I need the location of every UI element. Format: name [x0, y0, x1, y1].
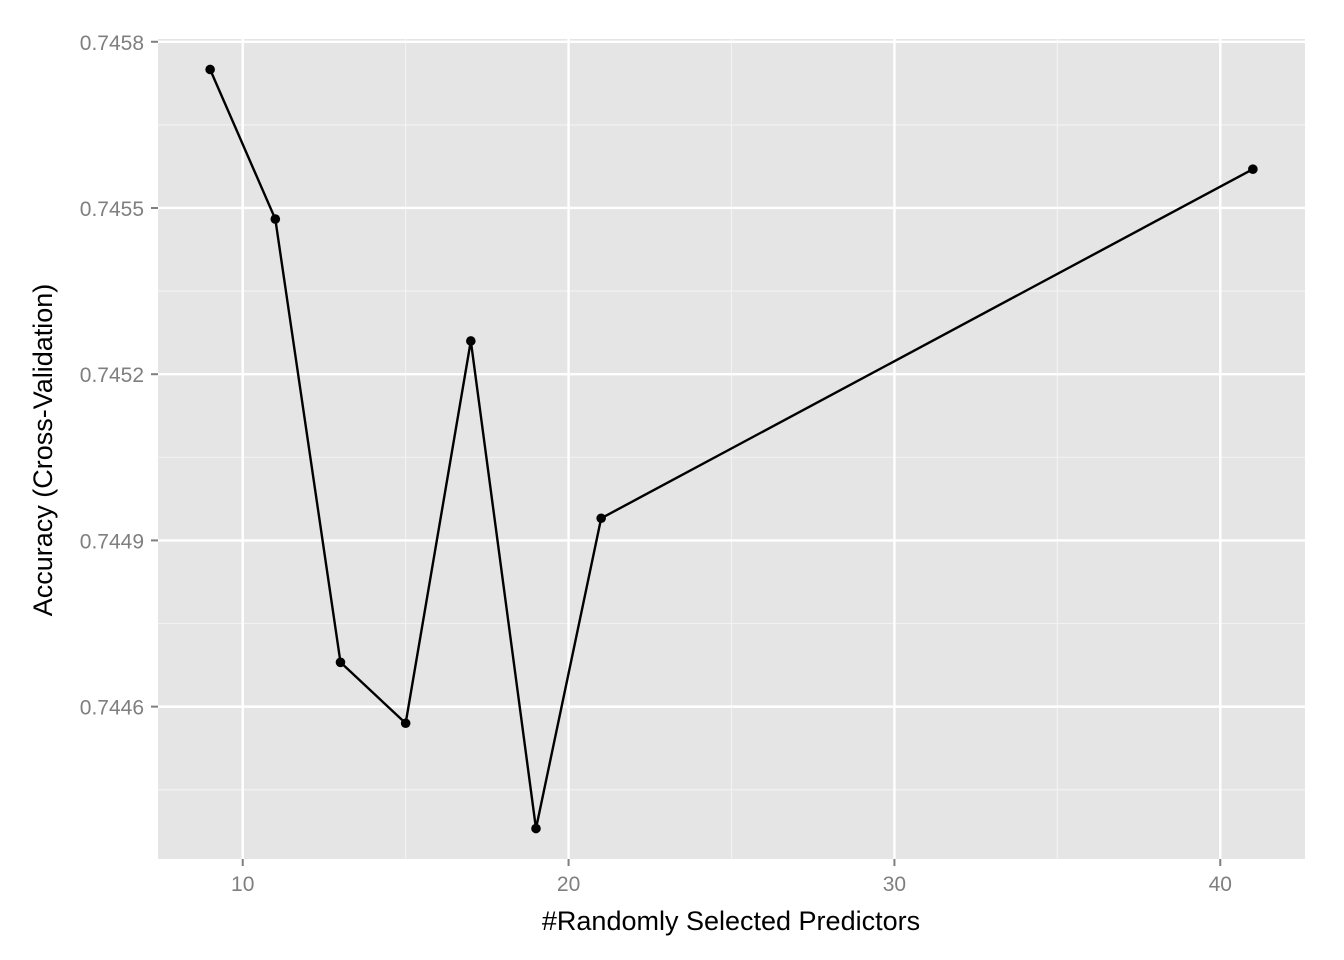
data-point — [270, 214, 281, 224]
x-tick-label: 40 — [1209, 873, 1232, 896]
y-axis-title: Accuracy (Cross-Validation) — [28, 284, 58, 617]
data-point — [335, 657, 346, 668]
x-tick-label: 10 — [231, 873, 254, 896]
y-tick-label: 0.7458 — [80, 32, 144, 55]
x-tick-label: 20 — [557, 873, 580, 896]
series-line — [209, 68, 1254, 830]
data-point — [596, 513, 606, 524]
y-tick-label: 0.7452 — [80, 364, 144, 387]
x-tick-label: 30 — [883, 873, 906, 896]
x-axis-title: #Randomly Selected Predictors — [542, 906, 920, 936]
data-point — [400, 718, 411, 729]
data-point — [466, 336, 476, 346]
major-gridlines — [158, 39, 1305, 859]
y-tick-label: 0.7455 — [80, 198, 144, 221]
series-layer — [205, 64, 1258, 834]
y-tick-label: 0.7446 — [80, 697, 144, 720]
data-point — [531, 823, 541, 834]
axis-ticks — [151, 40, 1222, 866]
y-tick-label: 0.7449 — [80, 530, 144, 553]
data-point — [1248, 164, 1258, 175]
data-point — [205, 64, 215, 75]
tick-labels: 10 20 30 40 0.7446 0.7449 0.7452 0.7455 0.7458 — [80, 32, 1232, 896]
